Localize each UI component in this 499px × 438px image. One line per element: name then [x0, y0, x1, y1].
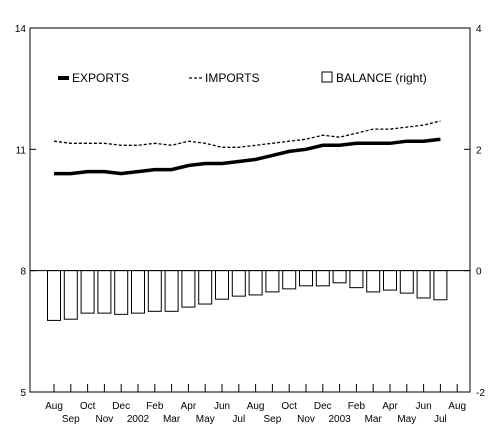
exports-line: [54, 137, 441, 176]
left-tick-label: 11: [16, 145, 27, 156]
balance-bar: [315, 270, 330, 287]
x-tick-label-top: Aug: [448, 401, 466, 412]
x-tick-label-top: Feb: [348, 401, 366, 412]
balance-bar: [366, 270, 381, 293]
x-tick-label-top: Jun: [416, 401, 432, 412]
x-tick-label-bottom: Jul: [232, 414, 245, 425]
balance-bar: [248, 270, 263, 296]
x-tick-label-top: Aug: [247, 401, 265, 412]
left-tick-label: 14: [15, 24, 27, 35]
balance-bar: [433, 270, 448, 301]
x-tick-label-top: Aug: [45, 401, 63, 412]
balance-bar: [215, 270, 229, 300]
left-axis: 5 8 11 14: [15, 24, 36, 399]
balance-bar: [63, 270, 78, 320]
balance-bar: [47, 270, 61, 321]
legend-exports-marker: [58, 76, 69, 80]
x-tick-label-top: Jun: [214, 401, 230, 412]
x-tick-label-bottom: 2003: [328, 414, 351, 425]
x-tick-label-bottom: Jul: [434, 414, 447, 425]
balance-bar: [299, 270, 313, 287]
balance-bar: [97, 270, 112, 314]
balance-bar: [265, 270, 280, 293]
x-tick-label-top: Dec: [112, 401, 130, 412]
x-tick-label-top: Dec: [314, 401, 332, 412]
x-tick-label-bottom: Mar: [365, 414, 383, 425]
x-tick-label-top: Apr: [181, 401, 197, 412]
legend: EXPORTS IMPORTS BALANCE (right): [58, 71, 427, 85]
x-tick-label-top: Apr: [382, 401, 398, 412]
balance-bar: [198, 270, 213, 305]
x-tick-label-bottom: Sep: [62, 414, 80, 425]
legend-imports-label: IMPORTS: [205, 71, 259, 85]
balance-bar: [349, 270, 364, 289]
x-tick-label-bottom: May: [196, 414, 215, 425]
left-tick-label: 5: [20, 388, 26, 399]
balance-bar: [332, 270, 347, 284]
x-tick-label-bottom: 2002: [127, 414, 150, 425]
balance-bar: [399, 270, 414, 294]
balance-bar: [416, 270, 431, 299]
legend-exports-label: EXPORTS: [72, 71, 129, 85]
x-tick-label-top: Feb: [146, 401, 164, 412]
balance-bar: [80, 270, 95, 314]
balance-bar: [282, 270, 297, 290]
right-tick-label: 4: [476, 24, 482, 35]
x-tick-label-bottom: Nov: [96, 414, 114, 425]
x-tick-label-bottom: Sep: [264, 414, 282, 425]
balance-bar: [131, 270, 145, 314]
plot-frame: [29, 27, 471, 393]
imports-line: [53, 120, 441, 148]
right-tick-label: 0: [476, 267, 482, 278]
balance-bar: [231, 270, 246, 297]
legend-balance-label: BALANCE (right): [336, 71, 427, 85]
legend-balance-marker: [321, 71, 333, 83]
x-axis: Aug Oct Dec Feb Apr Jun Aug Oct Dec Feb Apr Jun Aug S…: [45, 384, 466, 425]
x-tick-label-bottom: Mar: [163, 414, 181, 425]
balance-bar: [181, 270, 196, 308]
right-axis: -2 0 2 4: [464, 24, 485, 399]
right-tick-label: 2: [476, 145, 482, 156]
balance-bar: [147, 270, 162, 312]
x-tick-label-top: Oct: [281, 401, 297, 412]
balance-bar: [383, 270, 397, 291]
left-tick-label: 8: [20, 267, 26, 278]
x-tick-label-bottom: May: [397, 414, 416, 425]
x-tick-label-top: Oct: [80, 401, 96, 412]
x-tick-label-bottom: Nov: [297, 414, 315, 425]
right-tick-label: -2: [476, 388, 485, 399]
trade-lines: [53, 120, 441, 176]
balance-bar: [164, 270, 179, 312]
balance-bars: [47, 270, 448, 321]
balance-bar: [114, 270, 129, 315]
